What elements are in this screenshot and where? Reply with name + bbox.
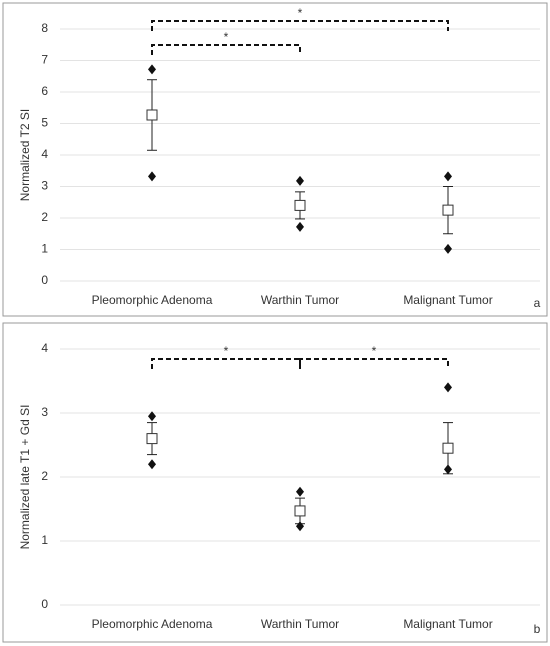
y-tick-label: 3 [41, 405, 48, 419]
mean-marker [294, 199, 306, 211]
significance-bracket [151, 44, 301, 55]
max-marker [148, 411, 156, 422]
significance-bracket [299, 358, 449, 369]
y-tick-label: 5 [41, 116, 48, 130]
mean-marker [294, 505, 306, 517]
significance-label: * [298, 6, 303, 20]
min-marker [444, 243, 452, 254]
y-tick-label: 7 [41, 53, 48, 67]
mean-marker [146, 433, 158, 445]
y-tick-label: 4 [41, 341, 48, 355]
y-tick-label: 3 [41, 179, 48, 193]
y-tick-label: 6 [41, 84, 48, 98]
y-tick-label: 1 [41, 533, 48, 547]
y-tick-label: 4 [41, 147, 48, 161]
y-tick-label: 0 [41, 273, 48, 287]
x-tick-label: Malignant Tumor [403, 617, 492, 631]
y-tick-label: 2 [41, 210, 48, 224]
y-tick-label: 0 [41, 597, 48, 611]
y-tick-label: 1 [41, 242, 48, 256]
y-axis-label: Normalized late T1 + Gd SI [18, 405, 32, 550]
significance-bracket [151, 20, 449, 31]
significance-label: * [372, 344, 377, 358]
mean-marker [146, 109, 158, 121]
max-marker [444, 382, 452, 393]
y-axis-label: Normalized T2 SI [18, 109, 32, 201]
max-marker [296, 175, 304, 186]
panel-border [2, 2, 548, 317]
x-tick-label: Warthin Tumor [261, 293, 339, 307]
min-marker [148, 171, 156, 182]
panel-border [2, 322, 548, 643]
significance-label: * [224, 30, 229, 44]
min-marker [296, 521, 304, 532]
panel-label: a [534, 296, 541, 310]
max-marker [148, 64, 156, 75]
min-marker [444, 464, 452, 475]
x-tick-label: Pleomorphic Adenoma [92, 293, 213, 307]
min-marker [148, 459, 156, 470]
panel-label: b [534, 622, 541, 636]
min-marker [296, 221, 304, 232]
max-marker [296, 486, 304, 497]
significance-bracket [151, 358, 301, 369]
x-tick-label: Pleomorphic Adenoma [92, 617, 213, 631]
significance-label: * [224, 344, 229, 358]
y-tick-label: 2 [41, 469, 48, 483]
mean-marker [442, 204, 454, 216]
max-marker [444, 171, 452, 182]
x-tick-label: Warthin Tumor [261, 617, 339, 631]
y-tick-label: 8 [41, 21, 48, 35]
x-tick-label: Malignant Tumor [403, 293, 492, 307]
mean-marker [442, 442, 454, 454]
